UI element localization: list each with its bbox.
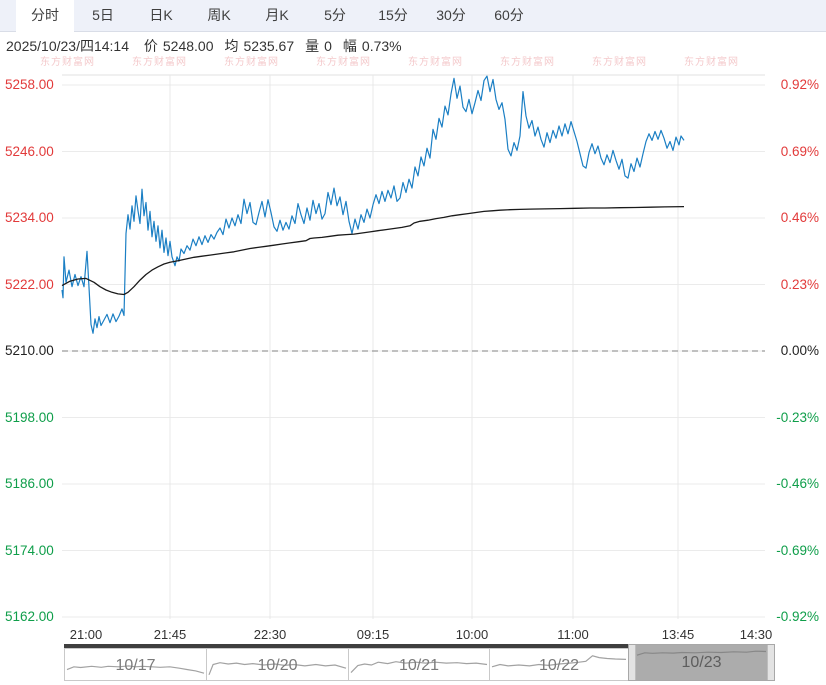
tab-5day[interactable]: 5日 [92,7,114,23]
tab-5min[interactable]: 5分 [324,7,346,23]
navigator-pane-10-23-selected[interactable]: 10/23 [628,644,775,681]
y-axis-price-label: 5198.00 [5,409,54,425]
date-navigator: 10/17 10/20 10/21 10/22 10/23 [64,644,775,681]
navigator-date-label: 10/20 [257,657,298,674]
x-axis-time-label: 13:45 [661,627,695,642]
watermark-text: 东方财富网 [592,57,647,68]
x-axis-time-label: 11:00 [557,627,589,642]
watermark-text: 东方财富网 [684,57,739,68]
sparkline [208,662,347,676]
x-axis-time-label: 14:30 [739,627,773,642]
tab-30min[interactable]: 30分 [436,7,466,23]
x-axis-time-label: 21:00 [69,627,103,642]
info-value-volume: 0 [324,38,332,54]
info-label-price: 价 [143,38,158,54]
sparkline [66,665,205,674]
navigator-date-label: 10/22 [538,657,580,674]
navigator-pane-10-20[interactable]: 10/20 [206,648,349,681]
info-label-avg: 均 [224,38,239,54]
info-label-volume: 量 [305,38,320,54]
y-axis-price-label: 5246.00 [5,143,54,159]
y-axis-change-label: -0.69% [776,542,819,558]
y-axis-change-label: 0.69% [780,143,819,159]
x-axis-time-label: 22:30 [253,627,287,642]
y-axis-change-label: -0.46% [776,476,819,491]
quote-infobar: 2025/10/23/四14:14 价 5248.00 均 5235.67 量 0 幅 0.7… [6,36,402,56]
navigator-pane-10-22[interactable]: 10/22 [489,648,629,681]
tab-fenshi[interactable]: 分时 [16,0,74,32]
watermark-text: 东方财富网 [316,57,371,68]
y-axis-change-label: 0.00% [780,343,819,358]
y-axis-price-label: 5258.00 [5,77,54,92]
sparkline [491,655,627,668]
sparkline [636,650,767,656]
tab-15min[interactable]: 15分 [378,7,408,23]
average-line [61,205,685,296]
navigator-pane-10-17[interactable]: 10/17 [64,648,207,681]
x-axis-time-label: 10:00 [455,627,489,642]
range-handle-right[interactable] [767,645,774,680]
info-value-avg: 5235.67 [243,38,295,54]
watermark-text: 东方财富网 [132,57,187,68]
y-axis-change-label: 0.46% [780,210,819,225]
y-axis-price-label: 5210.00 [5,343,54,358]
y-axis-price-label: 5174.00 [5,542,54,558]
x-axis-time-label: 21:45 [153,627,187,642]
y-axis-price-label: 5162.00 [5,609,54,624]
navigator-scroll-track[interactable] [64,644,628,648]
price-line [61,75,685,334]
y-axis-price-label: 5222.00 [5,276,54,292]
tab-monthly-k[interactable]: 月K [265,7,289,23]
info-value-change: 0.73% [361,38,402,54]
sparkline [350,661,488,674]
x-axis-time-label: 09:15 [356,627,390,642]
y-axis-change-label: 0.92% [780,77,819,92]
navigator-selection-fill: 10/23 [635,645,768,680]
watermark-text: 东方财富网 [40,57,95,68]
navigator-date-label: 10/21 [398,657,440,674]
tab-60min[interactable]: 60分 [494,7,524,23]
watermark-text: 东方财富网 [224,57,279,68]
period-tabbar: 分时 5日 日K 周K 月K 5分 15分 30分 60分 [0,0,826,32]
navigator-date-label: 10/17 [115,657,156,674]
y-axis-change-label: 0.23% [780,276,819,292]
range-handle-left[interactable] [629,645,636,680]
y-axis-change-label: -0.92% [776,609,819,624]
navigator-pane-10-21[interactable]: 10/21 [348,648,490,681]
watermark-text: 东方财富网 [500,57,555,68]
y-axis-change-label: -0.23% [776,409,819,425]
datetime-text: 2025/10/23/四14:14 [6,38,129,54]
info-label-change: 幅 [342,38,357,54]
navigator-date-label: 10/23 [681,654,722,671]
tab-daily-k[interactable]: 日K [149,7,173,23]
info-value-price: 5248.00 [162,38,214,54]
tab-weekly-k[interactable]: 周K [207,7,231,23]
watermark-text: 东方财富网 [408,57,463,68]
y-axis-price-label: 5234.00 [5,210,54,225]
y-axis-price-label: 5186.00 [5,476,54,491]
